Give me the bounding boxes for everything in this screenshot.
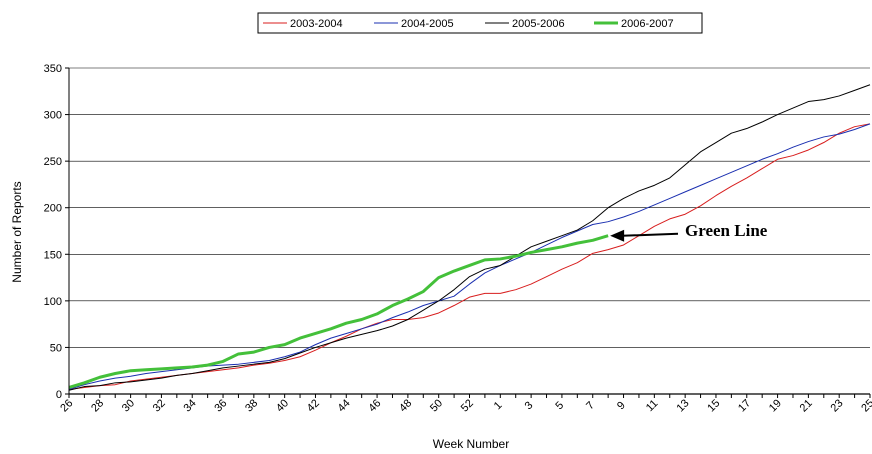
legend-label: 2006-2007 (621, 18, 674, 30)
x-tick-label: 11 (644, 398, 661, 415)
x-tick-label: 28 (89, 397, 106, 414)
x-tick-label: 52 (459, 397, 476, 414)
x-tick-label: 44 (336, 397, 353, 414)
y-tick-label: 100 (44, 296, 62, 308)
x-tick-label: 40 (274, 397, 291, 414)
x-tick-label: 19 (767, 397, 784, 414)
x-tick-label: 23 (828, 397, 845, 414)
x-tick-label: 32 (151, 397, 168, 414)
legend-label: 2003-2004 (290, 18, 343, 30)
x-tick-label: 34 (182, 397, 199, 414)
x-tick-label: 25 (859, 397, 872, 414)
x-tick-label: 17 (736, 397, 753, 414)
x-axis-title: Week Number (433, 437, 509, 451)
series-line-2004-2005 (68, 123, 871, 390)
y-tick-label: 0 (56, 389, 62, 401)
x-tick-label: 7 (584, 399, 597, 412)
y-tick-label: 300 (44, 110, 62, 122)
x-tick-label: 5 (553, 399, 566, 412)
y-tick-label: 200 (44, 203, 62, 215)
annotation-label: Green Line (685, 221, 768, 240)
annotation-arrowhead (610, 229, 625, 242)
series-layer (68, 84, 871, 391)
x-tick-label: 1 (492, 399, 505, 412)
y-tick-labels: 0 50 100 150 200 250 300 350 (44, 63, 69, 401)
y-tick-label: 250 (44, 156, 62, 168)
annotation-arrow (622, 232, 679, 237)
x-tick-label: 50 (428, 397, 445, 414)
legend-box (257, 12, 703, 34)
x-tick-label: 21 (798, 397, 815, 414)
y-tick-label: 50 (50, 342, 62, 354)
y-tick-label: 150 (44, 249, 62, 261)
x-tick-label: 38 (243, 397, 260, 414)
legend-label: 2005-2006 (512, 18, 565, 30)
series-line-2006-2007 (68, 234, 609, 389)
x-tick-label: 36 (212, 397, 229, 414)
gridlines (69, 67, 870, 348)
x-tick-label: 9 (615, 399, 628, 412)
legend: 2003-2004 2004-2005 2005-2006 2006-2007 (257, 12, 703, 34)
x-tick-label: 3 (523, 399, 536, 412)
y-axis-title: Number of Reports (10, 181, 24, 282)
y-tick-label: 350 (44, 63, 62, 75)
x-tick-label: 42 (305, 397, 322, 414)
x-tick-label: 13 (674, 397, 691, 414)
x-tick-labels: 26 28 30 32 34 36 38 40 42 44 46 48 50 52 1 3 5 7 9 11 13 15 1… (58, 394, 872, 414)
series-line-2005-2006 (68, 84, 871, 391)
series-line-2003-2004 (68, 123, 871, 390)
x-tick-label: 48 (397, 397, 414, 414)
x-tick-label: 30 (120, 397, 137, 414)
x-tick-label: 15 (705, 397, 722, 414)
annotation: Green Line (610, 221, 768, 242)
x-tick-label: 46 (366, 397, 383, 414)
legend-label: 2004-2005 (401, 18, 454, 30)
